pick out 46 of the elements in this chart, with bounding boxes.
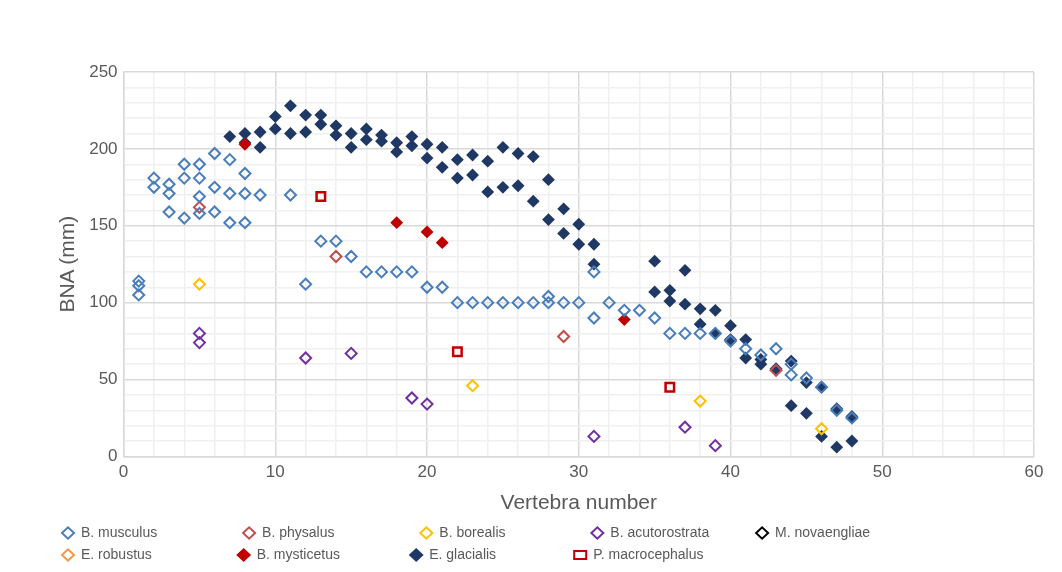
point [678, 420, 692, 434]
point [405, 391, 419, 405]
x-axis-title: Vertebra number [500, 490, 657, 514]
legend-label: B. borealis [439, 523, 584, 540]
point [192, 326, 206, 340]
y-tick-label: 250 [89, 61, 118, 81]
point [693, 394, 707, 408]
point [815, 422, 829, 436]
x-tick-label: 10 [265, 462, 285, 482]
point [421, 225, 434, 238]
point [192, 277, 206, 291]
y-axis-title: BNA (mm) [55, 215, 79, 313]
point [420, 397, 434, 411]
point [436, 236, 449, 249]
legend-label: M. novaengliae [775, 523, 925, 540]
legend-label: B. acutorostrata [610, 523, 749, 540]
point [557, 329, 571, 343]
legend-label: B. mysticetus [256, 545, 403, 562]
point [299, 351, 313, 365]
point [192, 200, 206, 214]
point [344, 346, 358, 360]
point [329, 250, 343, 264]
legend-label: E. robustus [81, 545, 230, 562]
legend-label: B. musculus [81, 523, 236, 540]
legend-label: P. macrocephalus [593, 545, 743, 562]
point [315, 191, 327, 203]
y-tick-label: 150 [89, 215, 118, 235]
legend-label: E. glacialis [429, 545, 567, 562]
point [390, 216, 403, 229]
point [192, 336, 206, 350]
point [587, 429, 601, 443]
legend-label: B. physalus [262, 523, 413, 540]
y-tick-label: 50 [98, 369, 118, 389]
y-tick-label: 0 [108, 446, 118, 466]
point [451, 346, 463, 358]
y-tick-label: 100 [89, 292, 118, 312]
x-tick-label: 50 [872, 462, 892, 482]
x-tick-label: 40 [721, 462, 740, 482]
point [664, 381, 676, 393]
x-tick-label: 20 [417, 462, 437, 482]
x-tick-label: 30 [569, 462, 589, 482]
x-tick-label: 60 [1024, 462, 1044, 482]
point [618, 313, 631, 326]
y-tick-label: 200 [89, 138, 118, 158]
point [708, 439, 722, 453]
point [466, 379, 480, 393]
